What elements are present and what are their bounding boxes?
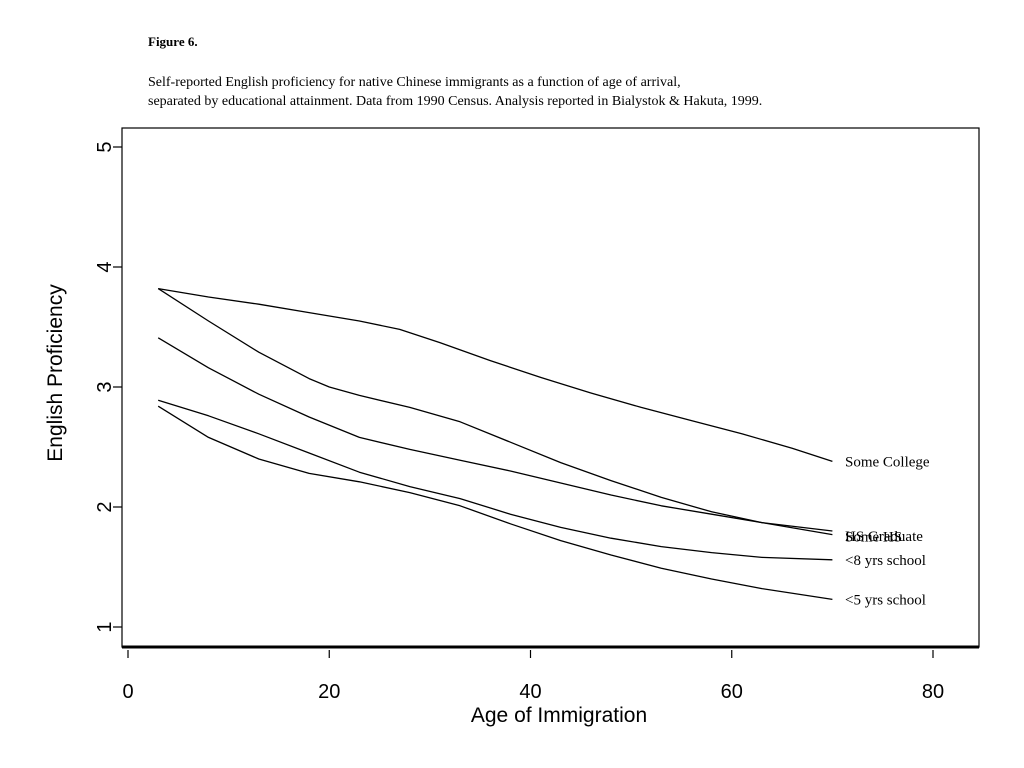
y-axis: 1 2 3 4 5 bbox=[94, 141, 122, 633]
y-tick-label: 2 bbox=[94, 501, 116, 512]
series-label: <8 yrs school bbox=[845, 553, 926, 569]
series-label: Some College bbox=[845, 454, 930, 470]
caption-line-2: separated by educational attainment. Dat… bbox=[148, 94, 763, 109]
series-line bbox=[157, 337, 833, 536]
y-tick-label: 1 bbox=[94, 621, 116, 632]
x-tick-label: 0 bbox=[122, 681, 133, 703]
y-tick-label: 3 bbox=[94, 381, 116, 392]
figure-label: Figure 6. bbox=[148, 34, 198, 49]
y-tick-label: 5 bbox=[94, 141, 116, 152]
series-line bbox=[157, 288, 833, 532]
series-line bbox=[158, 399, 833, 561]
caption-line-1: Self-reported English proficiency for na… bbox=[148, 75, 681, 90]
x-tick-label: 20 bbox=[318, 681, 340, 703]
figure-caption: Self-reported English proficiency for na… bbox=[148, 73, 968, 111]
series-label: Some HS bbox=[845, 530, 902, 546]
series-label: HS Graduate bbox=[845, 529, 923, 545]
x-axis-title: Age of Immigration bbox=[471, 704, 647, 727]
y-tick-label: 4 bbox=[94, 261, 116, 272]
x-axis: 0 20 40 60 80 bbox=[122, 650, 944, 703]
series-lines bbox=[157, 287, 833, 601]
series-line bbox=[158, 287, 833, 463]
x-tick-label: 80 bbox=[922, 681, 944, 703]
y-axis-title: English Proficiency bbox=[44, 284, 67, 462]
x-tick-label: 60 bbox=[721, 681, 743, 703]
plot-frame bbox=[121, 127, 980, 648]
series-label: <5 yrs school bbox=[845, 592, 926, 608]
x-tick-label: 40 bbox=[519, 681, 541, 703]
series-line bbox=[157, 405, 833, 601]
